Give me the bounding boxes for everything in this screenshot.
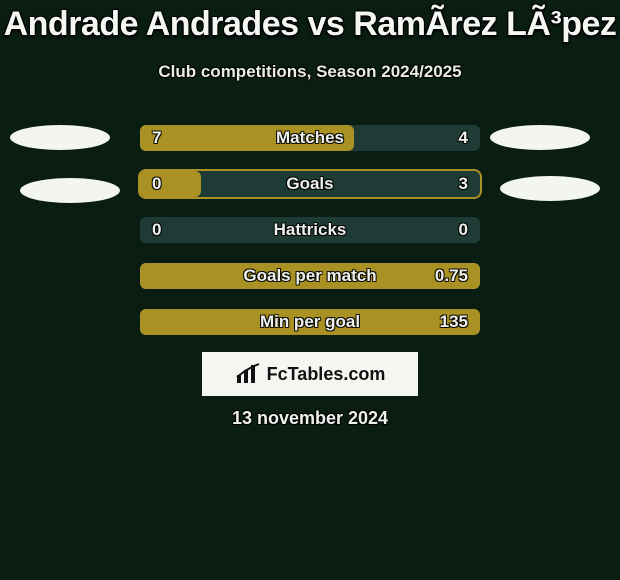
- stat-row-matches: 74Matches: [140, 125, 480, 151]
- stat-label: Min per goal: [140, 309, 480, 335]
- comparison-bars: 74Matches 03Goals 00Hattricks 0.75Goals per…: [140, 125, 480, 355]
- avatar-left-1: [10, 125, 110, 150]
- avatar-right-1: [490, 125, 590, 150]
- fctables-logo-text: FcTables.com: [267, 364, 386, 385]
- stat-row-goals: 03Goals: [140, 171, 480, 197]
- stat-label: Hattricks: [140, 217, 480, 243]
- page-title: Andrade Andrades vs RamÃ­rez LÃ³pez: [0, 5, 620, 44]
- fctables-logo: FcTables.com: [202, 352, 418, 396]
- stat-row-goals-per-match: 0.75Goals per match: [140, 263, 480, 289]
- avatar-left-2: [20, 178, 120, 203]
- stat-row-hattricks: 00Hattricks: [140, 217, 480, 243]
- stat-row-min-per-goal: 135Min per goal: [140, 309, 480, 335]
- generated-date: 13 november 2024: [0, 408, 620, 429]
- stat-label: Matches: [140, 125, 480, 151]
- subtitle: Club competitions, Season 2024/2025: [0, 62, 620, 82]
- stat-label: Goals: [140, 171, 480, 197]
- bar-chart-icon: [235, 363, 261, 385]
- avatar-right-2: [500, 176, 600, 201]
- stat-label: Goals per match: [140, 263, 480, 289]
